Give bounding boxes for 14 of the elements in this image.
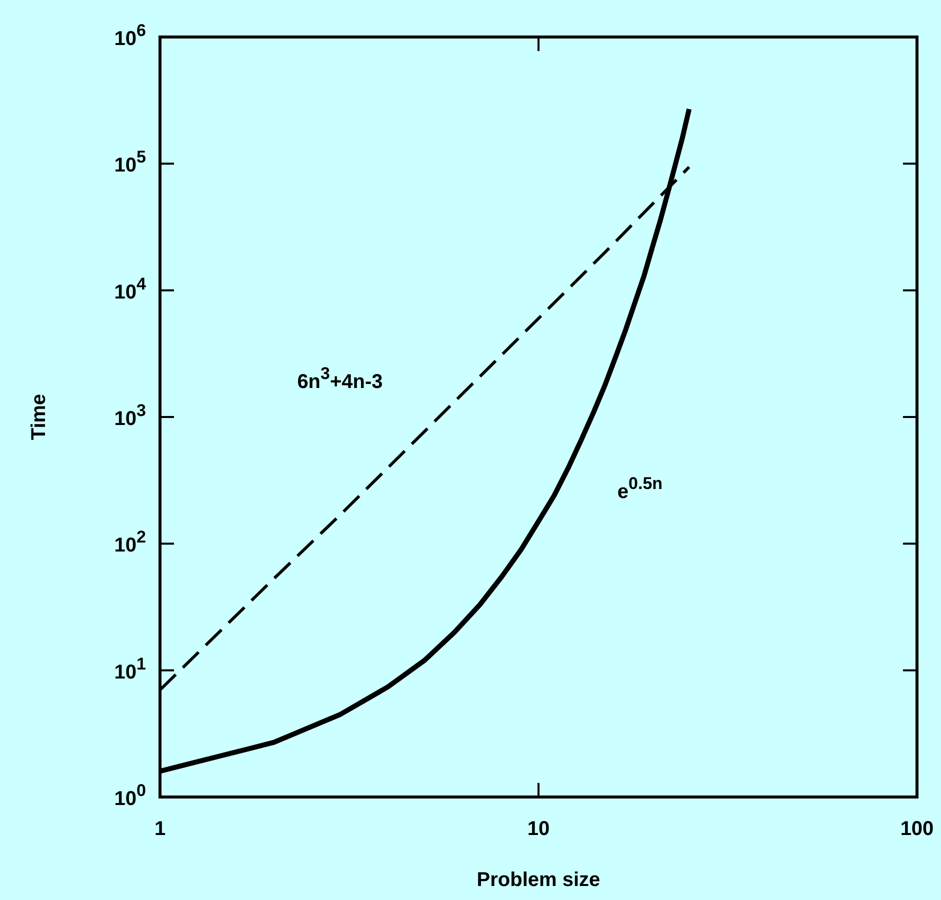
x-axis-title: Problem size (476, 869, 600, 891)
y-tick-label: 10$^{1}$ (114, 654, 146, 684)
y-tick-label: 10$^{2}$ (114, 527, 146, 557)
y-tick-label: 10$^{4}$ (114, 274, 147, 304)
x-tick-label: 100 (900, 818, 934, 840)
y-axis-title: Time (28, 394, 50, 440)
y-tick-label: 10$^{0}$ (114, 780, 146, 810)
y-tick-label: 10$^{6}$ (114, 20, 146, 50)
y-tick-label: 10$^{3}$ (114, 400, 146, 430)
annotation: e$^{0.5n}$ (617, 474, 663, 503)
annotation: 6n$^{3}$+4n-3 (297, 364, 383, 393)
x-tick-label: 1 (154, 818, 166, 840)
y-tick-label: 10$^{5}$ (114, 147, 146, 177)
x-tick-label: 10 (527, 818, 550, 840)
